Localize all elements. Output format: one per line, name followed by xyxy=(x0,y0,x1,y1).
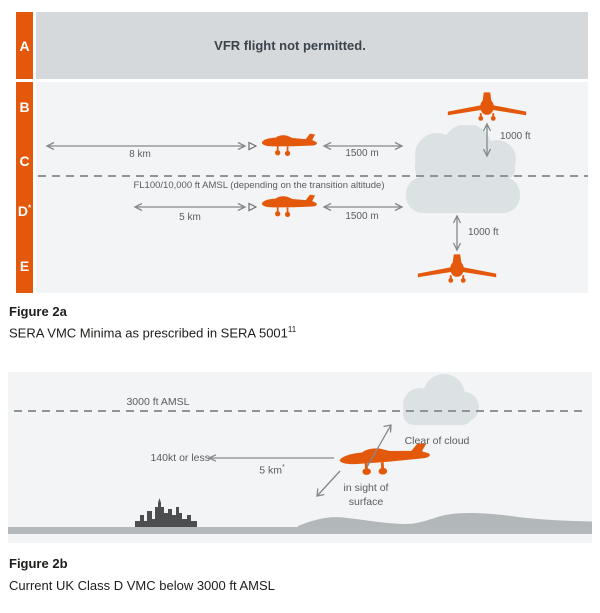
figure-2b-caption-text: Current UK Class D VMC below 3000 ft AMS… xyxy=(9,578,275,593)
in-sight-of-surface-label-line2: surface xyxy=(348,496,384,508)
cloud-icon xyxy=(403,374,479,425)
figure-2a-caption-title: Figure 2a xyxy=(9,304,67,319)
altitude-3000ft-dashed-line xyxy=(14,410,586,412)
in-sight-of-surface-label-line1: in sight of xyxy=(343,482,389,494)
visibility-8km-arrow-icon xyxy=(45,141,247,151)
transition-altitude-dashed-line xyxy=(38,175,588,177)
triangle-marker-icon xyxy=(248,202,257,212)
below-cloud-1000ft-label: 1000 ft xyxy=(468,227,499,238)
vfr-not-permitted-text: VFR flight not permitted. xyxy=(214,38,366,53)
figure-2b-diagram: 3000 ft AMSL 140kt or less 5 km* Clear o… xyxy=(8,372,592,543)
altitude-3000ft-label: 3000 ft AMSL xyxy=(126,396,190,408)
visibility-arrow-icon xyxy=(207,454,334,462)
airplane-side-icon xyxy=(261,133,317,156)
airplane-front-icon xyxy=(417,254,497,283)
clear-of-cloud-label: Clear of cloud xyxy=(404,435,470,447)
speed-label: 140kt or less xyxy=(150,452,210,464)
class-c-label: C xyxy=(19,153,30,169)
clear-of-cloud-arrow-icon xyxy=(366,424,392,468)
hills-icon xyxy=(298,513,592,529)
airplane-side-icon xyxy=(261,194,317,217)
footnote-marker: 11 xyxy=(287,325,297,334)
class-e-label: E xyxy=(19,258,30,274)
figure-2b-caption-title: Figure 2b xyxy=(9,556,68,571)
figure-2a-caption-text: SERA VMC Minima as prescribed in SERA 50… xyxy=(9,325,297,341)
ground-strip xyxy=(8,527,592,534)
airplane-front-icon xyxy=(447,92,527,121)
cloud-distance-1500m-label: 1500 m xyxy=(345,211,379,222)
cloud-icon xyxy=(406,177,520,213)
city-skyline-icon xyxy=(135,498,197,528)
airspace-bar-classes-b-e: B C D* E xyxy=(16,82,33,293)
triangle-marker-icon xyxy=(248,141,257,151)
below-cloud-1000ft-arrow-icon xyxy=(452,214,462,252)
visibility-5km-label: 5 km xyxy=(179,212,201,223)
above-cloud-1000ft-arrow-icon xyxy=(482,122,492,158)
above-cloud-1000ft-label: 1000 ft xyxy=(500,131,531,142)
class-b-label: B xyxy=(19,99,30,115)
cloud-distance-1500m-label: 1500 m xyxy=(345,148,379,159)
airspace-bar-class-a: A xyxy=(16,12,33,79)
class-d-label: D* xyxy=(17,203,32,219)
visibility-8km-label: 8 km xyxy=(129,149,151,160)
cloud-distance-1500m-arrow-icon xyxy=(322,202,404,212)
visibility-5km-label: 5 km* xyxy=(259,464,285,477)
class-a-band: VFR flight not permitted. xyxy=(36,12,588,79)
transition-altitude-label: FL100/10,000 ft AMSL (depending on the t… xyxy=(133,180,385,191)
footnote-marker: * xyxy=(282,464,285,471)
cloud-distance-1500m-arrow-icon xyxy=(322,141,404,151)
airplane-side-icon xyxy=(339,443,430,475)
visibility-5km-arrow-icon xyxy=(133,202,247,212)
class-a-label: A xyxy=(19,38,30,54)
in-sight-of-surface-arrow-icon xyxy=(316,470,341,497)
